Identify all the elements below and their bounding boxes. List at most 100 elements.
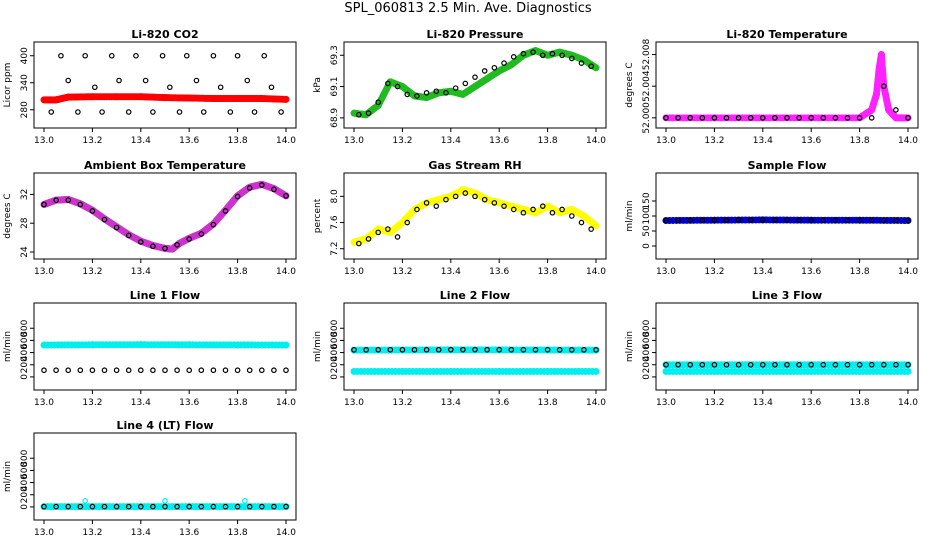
data-point-samples <box>53 503 59 510</box>
data-point-samples <box>251 109 258 115</box>
data-point-samples <box>905 217 911 224</box>
data-point-samples <box>77 367 84 374</box>
data-point-samples <box>387 346 394 353</box>
plot-frame <box>655 172 919 260</box>
y-tick-label: 400 <box>20 474 30 491</box>
data-point-samples <box>385 226 391 232</box>
data-point-samples <box>723 217 730 224</box>
data-point-samples <box>41 201 47 208</box>
data-point-samples <box>663 361 669 368</box>
y-tick-label: 800 <box>642 319 652 336</box>
plot-frame <box>655 302 919 391</box>
data-point-samples <box>82 52 88 59</box>
data-point-samples <box>258 182 265 188</box>
data-point-samples <box>452 193 459 200</box>
data-point-samples <box>880 83 887 89</box>
data-point-samples <box>41 367 47 374</box>
x-tick-label: 13.0 <box>344 267 364 277</box>
data-point-samples <box>832 115 839 121</box>
data-point-samples <box>234 503 241 510</box>
data-point-samples <box>77 201 84 208</box>
data-point-samples <box>759 361 766 368</box>
data-point-samples <box>433 203 440 209</box>
y-tick-label: 0 <box>642 374 652 380</box>
y-tick-label: 600 <box>20 462 30 479</box>
y-tick-label: 800 <box>20 449 30 466</box>
data-point-samples <box>559 52 565 59</box>
plot-frame <box>33 302 297 391</box>
data-point-samples <box>65 367 72 374</box>
data-point-samples <box>856 115 863 121</box>
data-point-samples <box>578 60 585 66</box>
data-point-samples <box>271 186 277 193</box>
data-point-samples <box>501 60 507 66</box>
data-point-samples <box>423 346 430 353</box>
data-point-samples <box>520 209 527 216</box>
y-tick-label: 24 <box>20 246 30 258</box>
data-point-samples <box>138 367 144 374</box>
data-point-samples <box>394 234 401 240</box>
x-tick-label: 13.2 <box>704 136 724 146</box>
data-point-samples <box>222 503 229 510</box>
data-point-samples <box>162 503 168 510</box>
data-point-samples <box>530 49 536 55</box>
x-tick-label: 13.0 <box>344 136 364 146</box>
data-point-samples <box>868 115 875 121</box>
data-point-samples <box>162 245 168 252</box>
data-point-samples <box>174 367 180 374</box>
y-tick-label: 150 <box>642 192 652 209</box>
x-tick-label: 13.8 <box>538 267 558 277</box>
y-tick-label: 0 <box>642 243 652 249</box>
chart-title: Ambient Box Temperature <box>84 159 246 172</box>
chart-title: Gas Stream RH <box>428 159 521 172</box>
y-tick-label: 0 <box>330 374 340 380</box>
data-point-samples <box>784 115 790 121</box>
x-tick-label: 13.8 <box>228 398 248 408</box>
data-point-samples <box>759 115 766 121</box>
data-point-samples <box>375 229 382 236</box>
data-point-samples <box>747 361 754 368</box>
data-point-samples <box>832 217 839 224</box>
data-point-samples <box>99 109 105 115</box>
chart-panel-2: Li-820 Pressure 13.0 13.2 13.4 13.6 13.8 14.0 6… <box>313 28 607 146</box>
chart-title: Line 3 Flow <box>752 289 822 302</box>
data-point-samples <box>844 217 851 224</box>
data-point-samples <box>411 346 418 353</box>
data-point-samples <box>772 217 778 223</box>
y-tick-label: 800 <box>330 319 340 336</box>
data-point-samples <box>375 346 382 353</box>
data-point-samples <box>856 361 863 368</box>
data-point-samples <box>880 361 887 368</box>
data-point-samples <box>198 367 205 374</box>
data-point-samples <box>159 52 166 59</box>
data-point-samples <box>796 217 802 224</box>
data-point-samples <box>496 346 503 353</box>
data-point-samples <box>399 346 406 353</box>
data-point-samples <box>138 503 144 510</box>
data-point-samples <box>113 503 120 510</box>
x-tick-label: 14.0 <box>586 136 606 146</box>
data-point-samples <box>271 503 277 510</box>
data-point-samples <box>198 503 205 510</box>
data-point-samples <box>246 185 253 191</box>
data-point-samples <box>844 361 851 368</box>
data-point-samples <box>808 361 815 368</box>
data-point-samples <box>568 55 575 62</box>
y-tick-label: 200 <box>20 356 30 373</box>
chart-panel-8: Line 2 Flow 13.0 13.2 13.4 13.6 13.8 14.0 02004… <box>313 289 607 408</box>
data-point-samples <box>735 115 742 121</box>
x-tick-label: 13.0 <box>34 136 54 146</box>
data-point-samples <box>820 361 827 368</box>
y-tick-label: 28 <box>20 217 30 229</box>
data-point-samples <box>176 109 183 115</box>
data-point-samples <box>443 90 449 96</box>
data-point-samples <box>222 208 229 214</box>
data-point-samples <box>491 64 498 71</box>
data-point-samples <box>125 367 132 374</box>
plot-frame <box>33 41 297 129</box>
data-point-samples <box>108 52 115 59</box>
data-point-spikes <box>82 498 88 504</box>
data-point-samples <box>784 217 790 223</box>
x-tick-label: 13.4 <box>131 528 151 538</box>
data-point-samples <box>520 346 527 353</box>
